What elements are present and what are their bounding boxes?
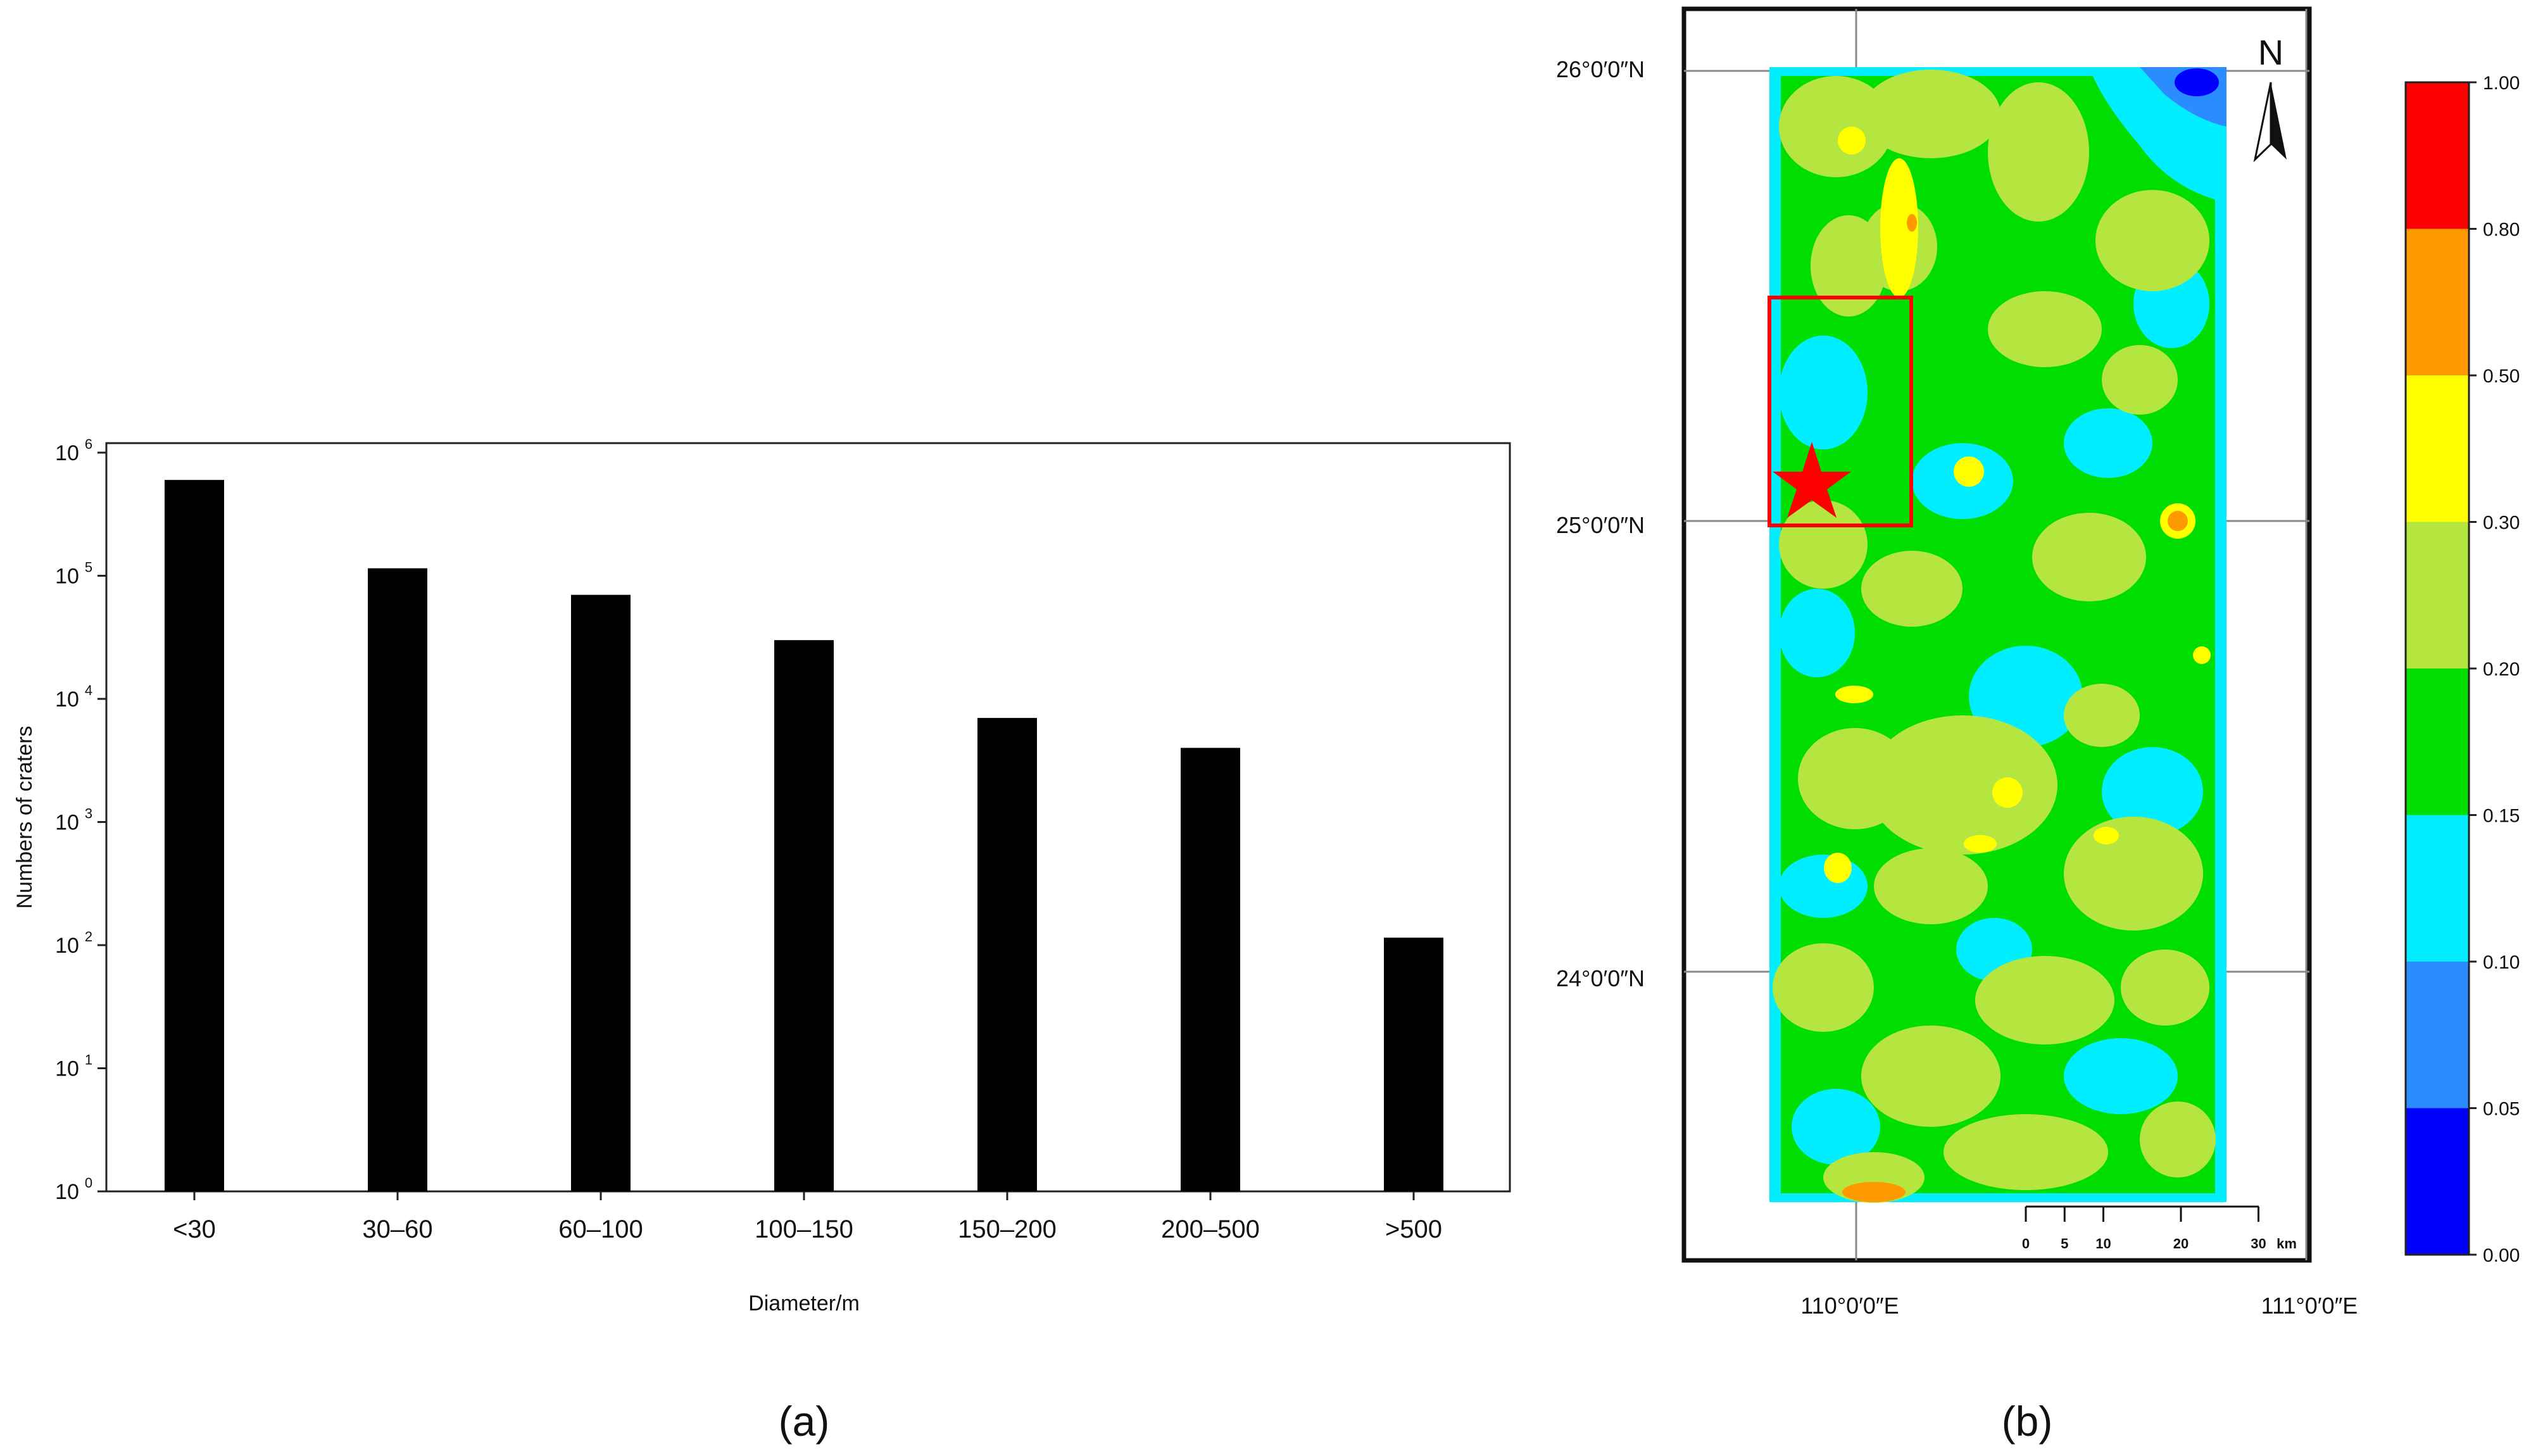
y-tick-exponent: 5 [85, 560, 92, 575]
y-tick-label: 10 [55, 934, 79, 958]
colorbar-tick-label: 0.15 [2483, 806, 2520, 827]
colorbar-segment [2406, 1108, 2469, 1255]
x-tick-label: 30–60 [362, 1215, 432, 1243]
y-tick-label: 10 [55, 441, 79, 465]
y-tick-exponent: 6 [85, 436, 92, 452]
scale-unit: km [2277, 1236, 2297, 1252]
scale-tick-label: 5 [2061, 1236, 2068, 1252]
colorbar-segment [2406, 815, 2469, 962]
colorbar-segment [2406, 522, 2469, 669]
north-arrow-icon: N [2253, 32, 2287, 163]
colorbar: 1.00 0.80 0.50 0.30 0.20 0.15 0.10 0.05 0.00 [2404, 73, 2520, 1266]
scale-tick-label: 30 [2251, 1236, 2266, 1252]
x-axis-ticks: <30 30–60 60–100 100–150 150–200 200–500 >500 [173, 1191, 1442, 1243]
colorbar-segment [2406, 82, 2469, 229]
y-tick-exponent: 1 [85, 1052, 92, 1068]
bar-2 [571, 594, 631, 1191]
colorbar-tick-label: 1.00 [2483, 73, 2520, 94]
scale-tick-label: 10 [2095, 1236, 2111, 1252]
x-tick-label: >500 [1385, 1215, 1442, 1243]
svg-text:N: N [2258, 32, 2283, 72]
colorbar-segment [2406, 668, 2469, 815]
panel-b-caption: (b) [2002, 1398, 2053, 1445]
x-tick-label: 150–200 [958, 1215, 1057, 1243]
x-tick-label: 100–150 [755, 1215, 853, 1243]
bar-1 [368, 568, 427, 1191]
lon-label-110: 110°0′0″E [1800, 1293, 1899, 1319]
panel-b-map: N 0 5 10 20 30 km 26°0′0″N 25°0′0″N 24°0′0″N… [1556, 6, 2520, 1445]
y-tick-exponent: 2 [85, 929, 92, 945]
y-tick-exponent: 3 [85, 806, 92, 822]
study-area-box [1768, 296, 1913, 527]
colorbar-tick-label: 0.05 [2483, 1099, 2520, 1120]
x-tick-label: <30 [173, 1215, 216, 1243]
colorbar-tick-label: 0.10 [2483, 952, 2520, 973]
location-star [1773, 442, 1851, 518]
y-tick-label: 10 [55, 1057, 79, 1081]
bar-5 [1181, 748, 1240, 1191]
colorbar-segment [2406, 962, 2469, 1108]
scale-ticks: 0 5 10 20 30 [2022, 1207, 2266, 1252]
x-tick-label: 200–500 [1161, 1215, 1260, 1243]
y-tick-label: 10 [55, 811, 79, 835]
colorbar-tick-label: 0.30 [2483, 513, 2520, 534]
bar-0 [165, 480, 224, 1191]
probability-raster [1769, 67, 2226, 1203]
lat-label-25: 25°0′0″N [1556, 512, 1645, 538]
panel-a-bar-chart: 10 0 10 1 10 2 10 3 10 4 10 5 10 6 <30 30–60 60–100 100–… [13, 436, 1511, 1445]
bars [165, 480, 1443, 1191]
scale-tick-label: 0 [2022, 1236, 2030, 1252]
lat-label-26: 26°0′0″N [1556, 56, 1645, 82]
y-axis-ticks: 10 0 10 1 10 2 10 3 10 4 10 5 10 6 [55, 436, 106, 1204]
x-tick-label: 60–100 [558, 1215, 643, 1243]
colorbar-tick-label: 0.80 [2483, 220, 2520, 241]
y-tick-label: 10 [55, 1180, 79, 1204]
coordinate-labels: 26°0′0″N 25°0′0″N 24°0′0″N 110°0′0″E 111… [1556, 56, 2358, 1319]
x-axis-label: Diameter/m [748, 1291, 860, 1315]
bar-4 [977, 718, 1037, 1191]
y-tick-exponent: 4 [85, 682, 92, 698]
colorbar-tick-label: 0.00 [2483, 1245, 2520, 1266]
colorbar-segment [2406, 375, 2469, 522]
y-tick-label: 10 [55, 687, 79, 712]
panel-a-caption: (a) [779, 1398, 830, 1445]
colorbar-tick-label: 0.20 [2483, 659, 2520, 680]
colorbar-tick-label: 0.50 [2483, 366, 2520, 387]
y-tick-exponent: 0 [85, 1175, 92, 1191]
bar-3 [774, 640, 834, 1191]
colorbar-segment [2406, 229, 2469, 376]
lon-label-111: 111°0′0″E [2261, 1293, 2358, 1319]
scale-bar: 0 5 10 20 30 km [2022, 1205, 2297, 1252]
bar-6 [1384, 938, 1443, 1191]
y-axis-label: Numbers of craters [13, 725, 37, 908]
y-tick-label: 10 [55, 565, 79, 589]
lat-label-24: 24°0′0″N [1556, 965, 1645, 991]
scale-tick-label: 20 [2173, 1236, 2189, 1252]
